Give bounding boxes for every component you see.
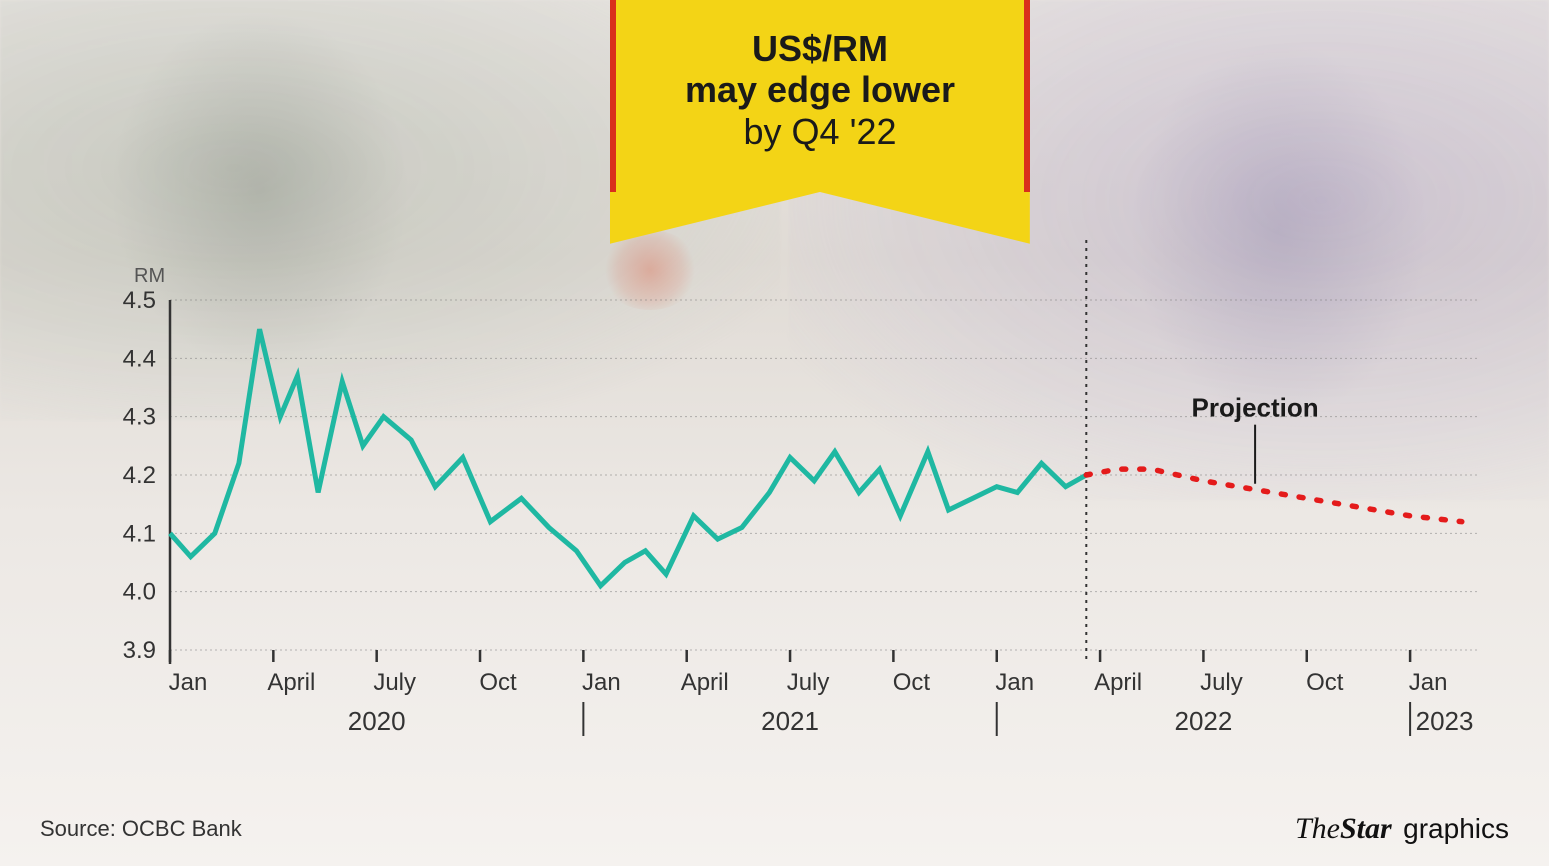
line-chart-svg: 3.94.04.14.24.34.44.5 JanAprilJulyOctJan… [100, 300, 1489, 746]
callout-line-1: US$/RM [646, 28, 994, 69]
svg-text:3.9: 3.9 [123, 637, 156, 664]
svg-text:July: July [787, 669, 830, 696]
chart-grid [170, 300, 1479, 650]
callout-line-2: may edge lower [646, 69, 994, 110]
projection-label-group: Projection [1192, 393, 1319, 484]
historical-line [170, 329, 1086, 586]
svg-text:Jan: Jan [169, 669, 208, 696]
svg-text:April: April [1094, 669, 1142, 696]
svg-text:Oct: Oct [479, 669, 517, 696]
svg-text:April: April [681, 669, 729, 696]
callout-line-3: by Q4 '22 [646, 111, 994, 152]
chart-area: 3.94.04.14.24.34.44.5 JanAprilJulyOctJan… [100, 300, 1489, 746]
svg-text:Jan: Jan [582, 669, 621, 696]
svg-text:4.2: 4.2 [123, 462, 156, 489]
credit-the: The [1295, 812, 1340, 845]
svg-text:4.4: 4.4 [123, 345, 156, 372]
headline-callout: US$/RM may edge lower by Q4 '22 [610, 0, 1030, 192]
credit-graphics: graphics [1403, 813, 1509, 844]
callout-body: US$/RM may edge lower by Q4 '22 [610, 0, 1030, 192]
x-axis: Jan April July Oct Jan April July Oct Jan April Ju… [169, 650, 1448, 696]
year-separators [583, 702, 1410, 736]
svg-text:2021: 2021 [761, 706, 819, 736]
svg-text:4.3: 4.3 [123, 404, 156, 431]
svg-text:4.1: 4.1 [123, 520, 156, 547]
source-attribution: Source: OCBC Bank [40, 816, 242, 842]
y-axis-title: RM [134, 265, 165, 287]
projection-line [1086, 469, 1461, 522]
svg-text:July: July [373, 669, 416, 696]
svg-text:2023: 2023 [1416, 706, 1474, 736]
svg-text:4.0: 4.0 [123, 579, 156, 606]
svg-text:2022: 2022 [1174, 706, 1232, 736]
infographic-root: US$/RM may edge lower by Q4 '22 3.9 4.0 4.… [0, 0, 1549, 866]
svg-text:Oct: Oct [893, 669, 931, 696]
y-axis: 3.9 4.0 4.1 4.2 4.3 4.4 4.5 [123, 287, 170, 664]
svg-text:April: April [267, 669, 315, 696]
svg-text:Jan: Jan [1409, 669, 1448, 696]
projection-label: Projection [1192, 393, 1319, 423]
svg-text:Jan: Jan [995, 669, 1034, 696]
svg-text:July: July [1200, 669, 1243, 696]
year-labels: 2020 2021 2022 2023 [348, 706, 1474, 736]
svg-text:4.5: 4.5 [123, 287, 156, 314]
svg-text:Oct: Oct [1306, 669, 1344, 696]
credit-line: TheStar graphics [1295, 812, 1509, 846]
svg-text:2020: 2020 [348, 706, 406, 736]
credit-star: Star [1340, 812, 1392, 845]
